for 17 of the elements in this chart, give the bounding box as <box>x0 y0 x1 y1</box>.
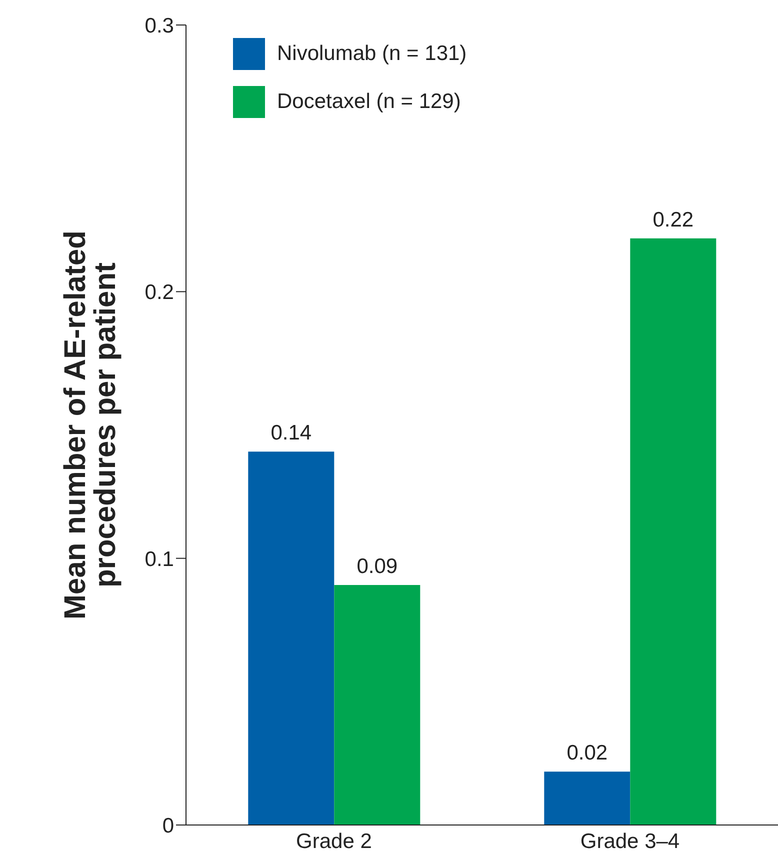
x-tick-label: Grade 3–4 <box>580 830 680 853</box>
bar <box>630 238 716 825</box>
legend-label: Nivolumab (n = 131) <box>276 41 467 67</box>
bar <box>544 772 630 825</box>
data-label: 0.14 <box>270 422 312 445</box>
y-tick-label: 0.2 <box>144 281 174 304</box>
bar <box>248 452 334 825</box>
data-label: 0.09 <box>356 555 398 578</box>
bar <box>334 585 420 825</box>
y-tick-label: 0.3 <box>144 14 174 38</box>
y-tick-label: 0.1 <box>144 548 174 571</box>
data-label: 0.02 <box>566 742 608 765</box>
data-label: 0.22 <box>652 208 694 232</box>
y-axis-title: Mean number of AE-related procedures per patient <box>59 230 122 620</box>
x-tick-label: Grade 2 <box>296 830 372 853</box>
y-tick-label: 0 <box>162 814 174 838</box>
legend-label: Docetaxel (n = 129) <box>276 89 462 115</box>
